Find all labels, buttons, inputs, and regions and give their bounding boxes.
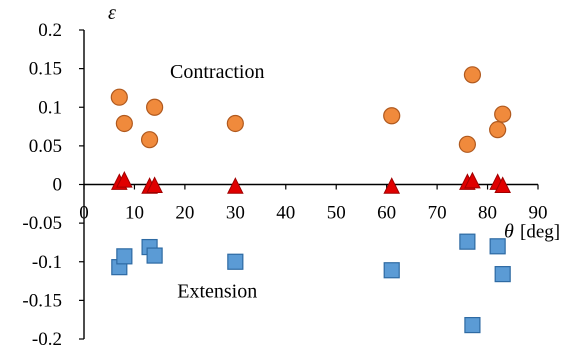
extension-point [383,262,400,279]
triangle-point [146,176,163,194]
y-axis-label: ε [108,2,116,24]
contraction-point [110,88,128,106]
extension-point [116,248,133,265]
contraction-point [146,98,164,116]
triangle-point [116,170,133,188]
x-tick-label: 30 [226,203,245,224]
annotations: Contraction Extension [170,61,264,302]
extension-point [227,253,244,270]
triangle-point [494,176,511,194]
y-tick-label: -0.05 [22,213,62,234]
triangle-point [383,177,401,194]
y-tick-label: 0 [53,175,63,196]
x-tick-label: 10 [125,203,144,224]
extension-point [146,247,163,264]
data-marks [110,66,512,334]
x-tick-label: 90 [529,203,548,224]
x-tick-label: 20 [175,203,194,224]
annotation-extension: Extension [177,280,257,302]
y-tick-label: -0.2 [32,329,62,350]
contraction-point [115,114,133,133]
x-tick-label: 60 [377,203,396,224]
extension-point [464,316,481,334]
x-axis-label-symbol: θ [504,221,514,243]
y-tick-label: -0.1 [32,252,62,273]
extension-point [494,266,511,283]
extension-point [459,233,476,250]
x-tick-label: 80 [478,203,497,224]
x-axis-label-unit: [deg] [520,222,560,243]
x-tick-label: 0 [79,203,89,224]
triangle-point [227,177,244,194]
y-tick-label: -0.15 [22,290,62,311]
y-tick-label: 0.1 [38,97,62,118]
contraction-point [463,66,482,84]
y-tick-label: 0.2 [38,20,62,41]
x-tick-label: 40 [276,203,295,224]
contraction-point [458,135,476,153]
contraction-point [489,121,507,139]
x-tick-label: 50 [327,203,346,224]
contraction-point [226,114,244,133]
tick-labels: 0.2 0.15 0.1 0.05 0 -0.05 -0.1 -0.15 -0.2 0 10 20 30… [22,2,560,350]
x-tick-label: 70 [428,203,447,224]
extension-point [489,238,506,255]
contraction-point [383,107,401,125]
triangle-point [464,171,481,189]
contraction-point [140,131,159,149]
annotation-contraction: Contraction [170,61,264,83]
y-tick-label: 0.05 [29,136,62,157]
y-tick-label: 0.15 [29,59,62,80]
contraction-point [494,105,512,123]
